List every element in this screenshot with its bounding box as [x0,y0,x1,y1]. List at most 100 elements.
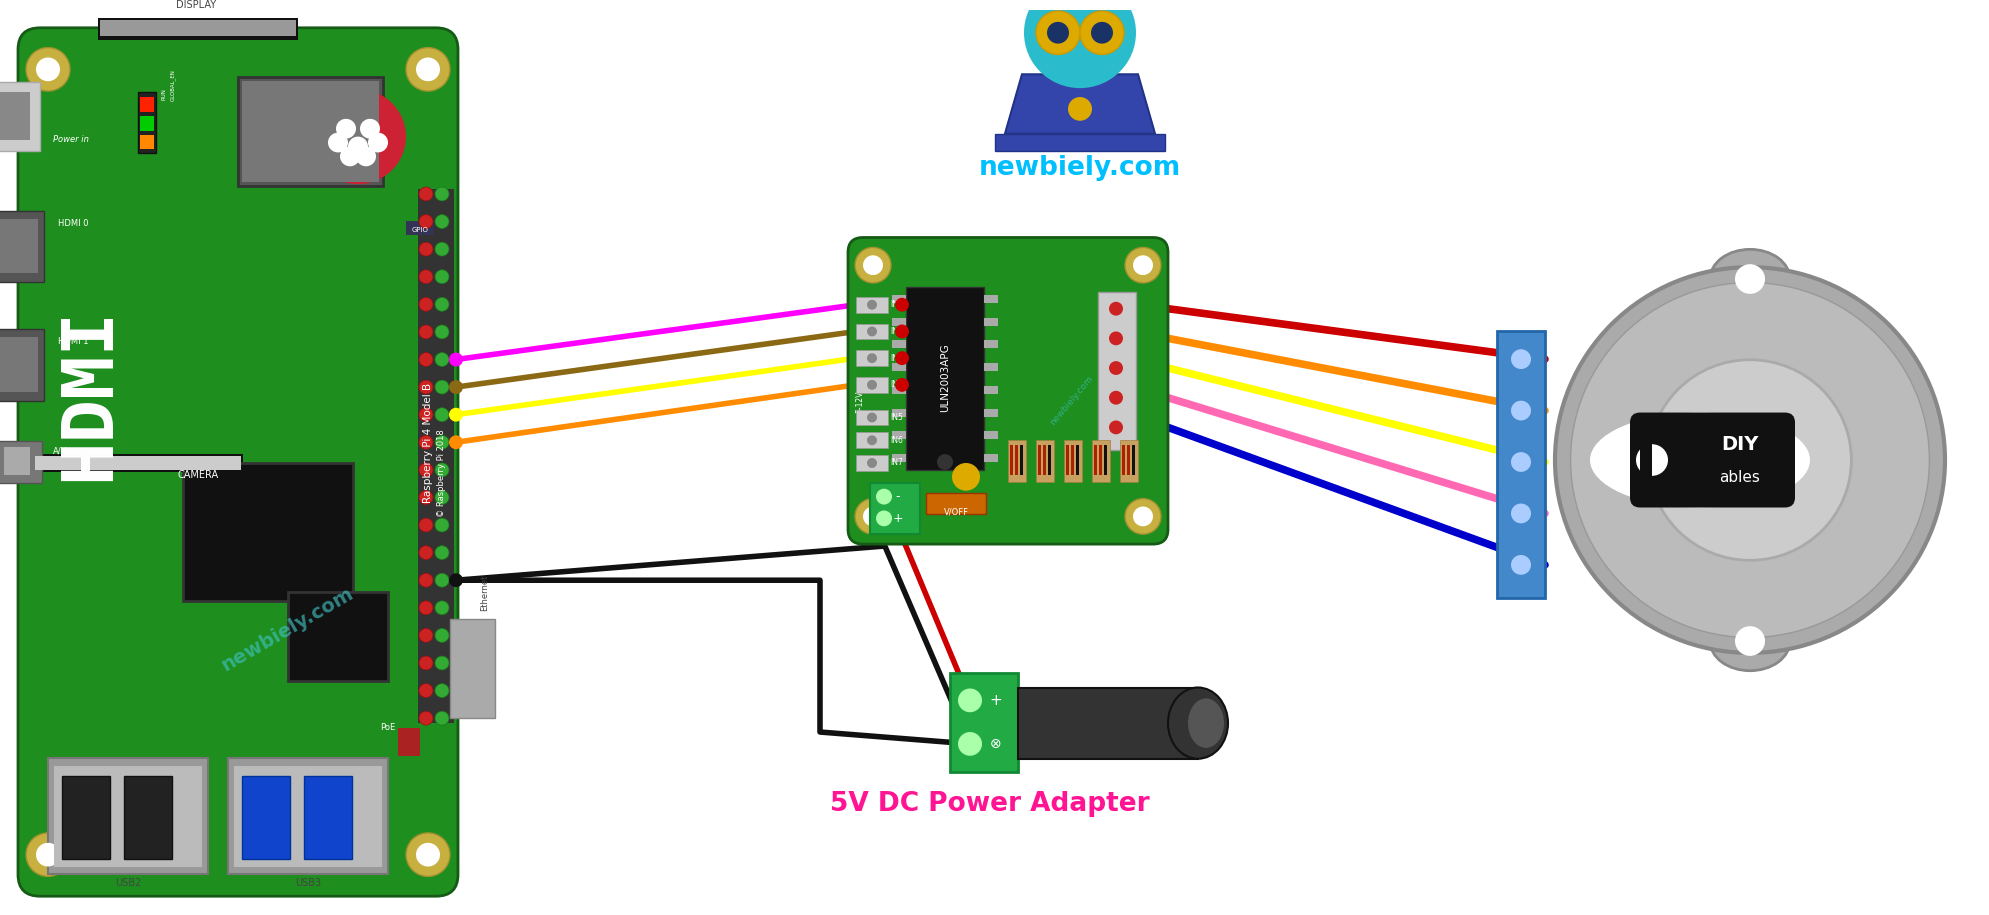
Bar [418,189,453,723]
Circle shape [26,48,70,92]
Circle shape [1512,452,1532,472]
Circle shape [420,601,434,615]
FancyBboxPatch shape [1631,413,1794,508]
Bar [34,454,243,472]
Polygon shape [304,776,352,858]
Circle shape [416,843,440,867]
Circle shape [1649,360,1852,560]
Circle shape [420,711,434,725]
Circle shape [1134,507,1154,526]
Text: IN4: IN4 [889,381,903,390]
Circle shape [1024,0,1136,88]
Circle shape [1734,264,1764,294]
Circle shape [1080,11,1124,55]
Circle shape [959,688,983,712]
Bar [1094,446,1098,475]
Bar [0,92,30,140]
Bar [1008,440,1026,482]
Circle shape [436,297,450,311]
Text: IN3: IN3 [889,354,903,362]
Circle shape [1718,429,1782,490]
Circle shape [450,574,463,587]
Bar [1498,331,1545,598]
Text: HDMI: HDMI [56,307,125,480]
Circle shape [1110,421,1124,435]
Bar [1014,446,1018,475]
Bar [398,728,420,756]
Circle shape [953,463,981,490]
Circle shape [1110,302,1124,316]
Circle shape [450,408,463,422]
Bar [1010,446,1012,475]
Circle shape [867,300,877,309]
Text: DISPLAY: DISPLAY [175,0,217,10]
Circle shape [450,436,463,449]
Bar [855,296,887,313]
Text: newbiely.com: newbiely.com [219,584,356,674]
Circle shape [420,463,434,477]
Bar [907,287,985,470]
Bar [985,340,998,349]
Text: IN5: IN5 [889,413,903,422]
Circle shape [406,48,450,92]
Bar [0,82,40,152]
Bar [891,454,907,462]
Ellipse shape [1711,250,1790,308]
Circle shape [420,518,434,532]
Bar [4,447,30,475]
Bar [1066,446,1068,475]
Circle shape [328,133,348,153]
Bar [0,210,44,282]
Circle shape [420,215,434,229]
Circle shape [436,463,450,477]
Circle shape [36,58,60,81]
Bar [54,766,203,867]
Bar [1100,446,1102,475]
Circle shape [420,325,434,339]
Text: IN7: IN7 [889,458,903,468]
Bar [1104,446,1108,475]
Text: Power in: Power in [54,135,90,144]
Bar [891,363,907,371]
Circle shape [1068,97,1092,121]
Circle shape [1555,267,1945,653]
Text: ables: ables [1720,470,1760,485]
Bar [450,619,495,718]
Circle shape [1512,350,1532,369]
Text: IN1: IN1 [889,300,903,309]
Circle shape [867,436,877,446]
Circle shape [1512,503,1532,523]
Circle shape [436,518,450,532]
Bar [1018,687,1197,759]
Circle shape [356,146,376,167]
Circle shape [436,545,450,560]
Text: A/V: A/V [54,447,68,455]
Bar [36,456,241,470]
Circle shape [420,545,434,560]
Circle shape [420,656,434,670]
Circle shape [436,408,450,422]
Text: IN2: IN2 [889,327,903,336]
Circle shape [855,499,891,534]
Bar [0,338,38,392]
Circle shape [420,270,434,284]
Circle shape [368,133,388,153]
Circle shape [420,684,434,697]
Text: ULN2003APG: ULN2003APG [941,343,951,413]
Circle shape [436,187,450,201]
Circle shape [1736,447,1764,474]
Circle shape [855,247,891,283]
Circle shape [436,380,450,394]
Bar [1076,446,1078,475]
Polygon shape [123,776,171,858]
Bar [985,386,998,393]
Bar [137,92,155,154]
Circle shape [436,601,450,615]
Bar [1132,446,1136,475]
Circle shape [436,490,450,504]
Text: GPIO: GPIO [412,227,428,232]
FancyBboxPatch shape [847,238,1168,544]
Bar [229,758,388,875]
Text: © Raspberry Pi 2018: © Raspberry Pi 2018 [438,429,446,517]
Circle shape [895,325,909,339]
